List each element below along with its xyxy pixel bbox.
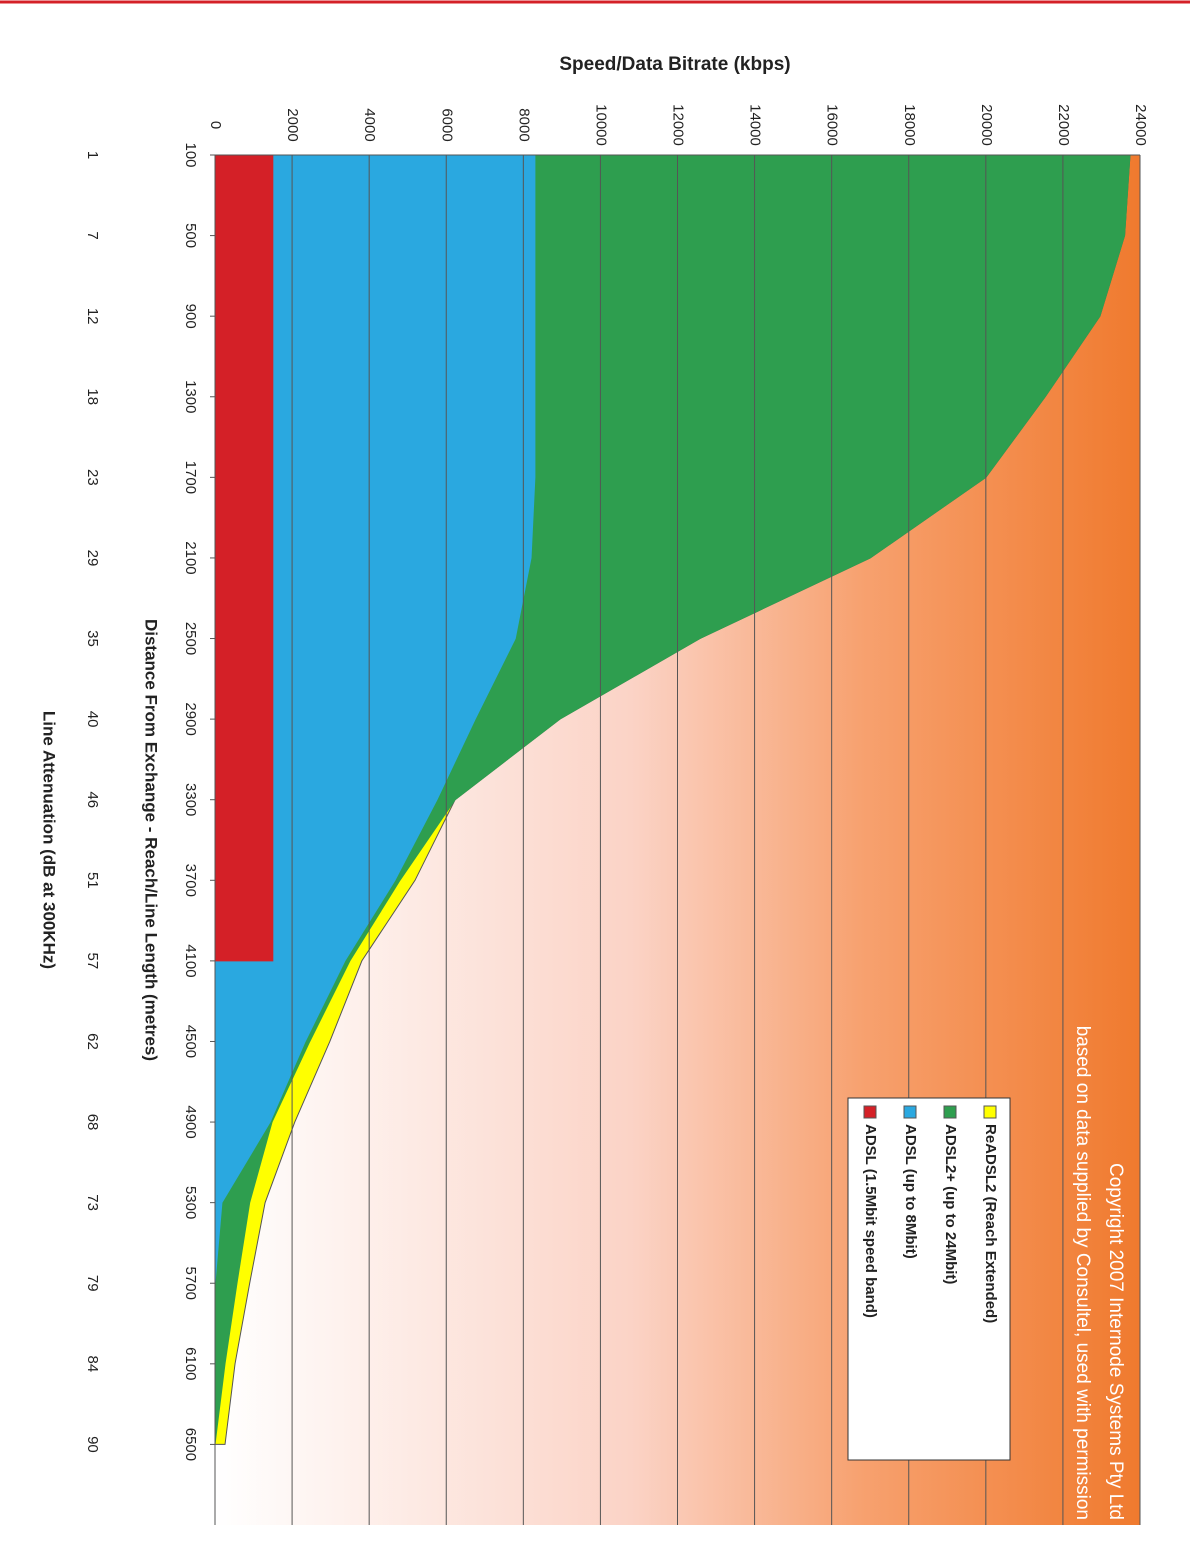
x2-tick-label: 73: [84, 1194, 101, 1211]
chart-title: Speed/Data Bitrate (kbps): [559, 54, 790, 75]
area: [214, 154, 274, 962]
x-tick-label: 5300: [182, 1186, 199, 1219]
x-tick-label: 1300: [182, 380, 199, 413]
y-tick-label: 12000: [670, 104, 687, 146]
y-tick-label: 24000: [1132, 104, 1149, 146]
y-tick-label: 0: [207, 121, 224, 129]
x-tick-label: 3700: [182, 864, 199, 897]
y-tick-label: 4000: [361, 108, 378, 141]
legend-swatch: [863, 1105, 877, 1119]
y-tick-label: 10000: [592, 104, 609, 146]
x2-tick-label: 23: [84, 469, 101, 486]
x2-axis-label: Line Attenuation (dB at 300KHz): [40, 711, 59, 969]
x-tick-label: 100: [182, 142, 199, 167]
x-tick-label: 6100: [182, 1347, 199, 1380]
x2-tick-label: 62: [84, 1033, 101, 1050]
y-tick-label: 18000: [901, 104, 918, 146]
x2-tick-label: 1: [84, 151, 101, 159]
legend-box: [847, 1097, 1011, 1461]
y-tick-label: 16000: [824, 104, 841, 146]
copyright: based on data supplied by Consultel, use…: [1072, 1026, 1093, 1520]
legend-swatch: [943, 1105, 957, 1119]
copyright: Copyright 2007 Internode Systems Pty Ltd: [1105, 1163, 1126, 1520]
y-tick-label: 20000: [978, 104, 995, 146]
x-tick-label: 500: [182, 223, 199, 248]
x2-tick-label: 18: [84, 388, 101, 405]
x2-tick-label: 46: [84, 791, 101, 808]
legend-swatch: [903, 1105, 917, 1119]
x-tick-label: 4100: [182, 944, 199, 977]
x-tick-label: 1700: [182, 461, 199, 494]
x2-tick-label: 12: [84, 308, 101, 325]
x2-tick-label: 35: [84, 630, 101, 647]
x2-tick-label: 79: [84, 1275, 101, 1292]
x-tick-label: 3300: [182, 783, 199, 816]
legend-swatch: [983, 1105, 997, 1119]
area: [214, 154, 536, 1284]
y-tick-label: 22000: [1055, 104, 1072, 146]
x2-tick-label: 7: [84, 231, 101, 239]
x2-tick-label: 29: [84, 550, 101, 567]
x-tick-label: 4500: [182, 1025, 199, 1058]
x2-tick-label: 68: [84, 1114, 101, 1131]
legend-label: ADSL2+ (up to 24Mbit): [942, 1124, 959, 1284]
legend-label: ReADSL2 (Reach Extended): [982, 1124, 999, 1323]
x2-tick-label: 57: [84, 953, 101, 970]
x2-tick-label: 84: [84, 1355, 101, 1372]
x2-tick-label: 40: [84, 711, 101, 728]
x-tick-label: 2900: [182, 702, 199, 735]
x2-tick-label: 90: [84, 1436, 101, 1453]
legend-label: ADSL (1.5Mbit speed band): [862, 1124, 879, 1318]
x-tick-label: 900: [182, 304, 199, 329]
legend-label: ADSL (up to 8Mbit): [902, 1124, 919, 1259]
x-tick-label: 2500: [182, 622, 199, 655]
x-tick-label: 5700: [182, 1267, 199, 1300]
y-tick-label: 2000: [284, 108, 301, 141]
x-axis-label: Distance From Exchange - Reach/Line Leng…: [142, 619, 161, 1061]
y-tick-label: 8000: [515, 108, 532, 141]
y-tick-label: 14000: [747, 104, 764, 146]
y-tick-label: 6000: [438, 108, 455, 141]
x-tick-label: 6500: [182, 1428, 199, 1461]
x-tick-label: 4900: [182, 1105, 199, 1138]
x2-tick-label: 51: [84, 872, 101, 889]
x-tick-label: 2100: [182, 541, 199, 574]
